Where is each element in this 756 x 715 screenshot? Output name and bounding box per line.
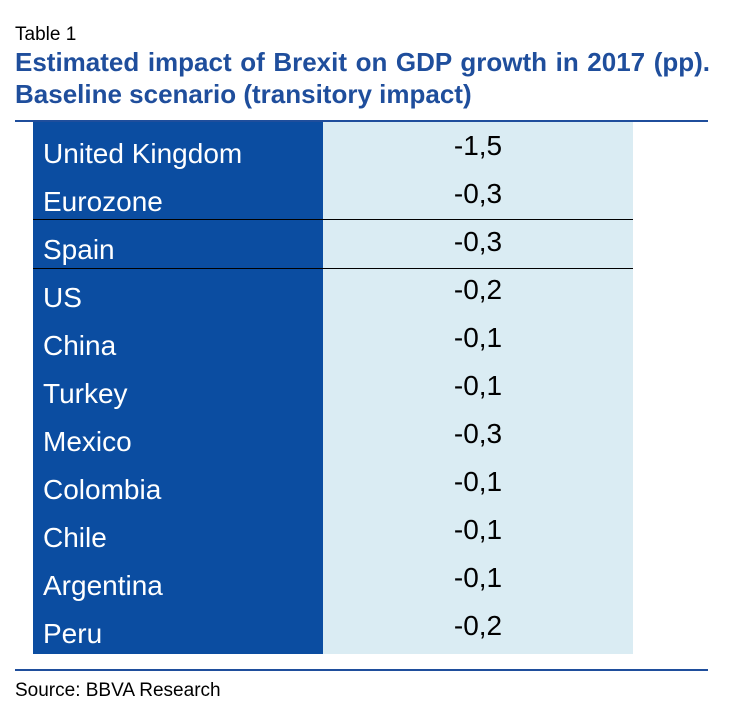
impact-value: -0,1	[453, 514, 503, 545]
country-name: Argentina	[43, 570, 163, 601]
table-row: US -0,2	[33, 268, 633, 316]
impact-value: -0,3	[453, 418, 503, 449]
table-row: China -0,1	[33, 316, 633, 364]
impact-table: United Kingdom -1,5 Eurozone -0,3 Spain -0,3 U…	[33, 122, 633, 654]
impact-value: -0,1	[453, 466, 503, 497]
table-row: Chile -0,1	[33, 508, 633, 556]
source-note: Source: BBVA Research	[15, 680, 221, 701]
table-row: Turkey -0,1	[33, 364, 633, 412]
impact-value: -0,1	[453, 322, 503, 353]
bottom-rule	[15, 669, 708, 671]
table-row: Argentina -0,1	[33, 556, 633, 604]
impact-value: -0,1	[453, 562, 503, 593]
country-name: Mexico	[43, 426, 132, 457]
row-separator	[33, 219, 633, 220]
country-name: Spain	[43, 234, 115, 265]
top-rule	[15, 120, 708, 122]
impact-value: -1,5	[453, 130, 503, 161]
country-name: Peru	[43, 618, 103, 649]
table-row: United Kingdom -1,5	[33, 124, 633, 172]
impact-value: -0,3	[453, 226, 503, 257]
country-name: Chile	[43, 522, 107, 553]
country-name: United Kingdom	[43, 138, 243, 169]
country-name: Turkey	[43, 378, 128, 409]
country-name: Eurozone	[43, 186, 163, 217]
table-row: Colombia -0,1	[33, 460, 633, 508]
table-row: Spain -0,3	[33, 220, 633, 268]
impact-value: -0,2	[453, 274, 503, 305]
table-row: Peru -0,2	[33, 604, 633, 652]
country-name: China	[43, 330, 117, 361]
value-column	[323, 122, 633, 654]
impact-value: -0,1	[453, 370, 503, 401]
table-row: Eurozone -0,3	[33, 172, 633, 220]
country-column	[33, 122, 323, 654]
row-separator	[33, 268, 633, 269]
country-name: US	[43, 282, 82, 313]
table-row: Mexico -0,3	[33, 412, 633, 460]
table-title: Estimated impact of Brexit on GDP growth…	[15, 47, 710, 109]
impact-value: -0,2	[453, 610, 503, 641]
impact-value: -0,3	[453, 178, 503, 209]
table-label: Table 1	[15, 24, 77, 45]
country-name: Colombia	[43, 474, 162, 505]
